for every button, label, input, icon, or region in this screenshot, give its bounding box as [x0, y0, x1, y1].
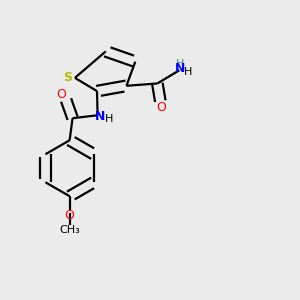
Text: CH₃: CH₃: [59, 225, 80, 236]
Text: O: O: [57, 88, 67, 101]
Text: H: H: [105, 114, 114, 124]
Text: O: O: [65, 209, 75, 222]
Text: O: O: [156, 100, 166, 113]
Text: N: N: [95, 110, 105, 123]
Text: H: H: [176, 59, 184, 69]
Text: N: N: [175, 62, 185, 75]
Text: H: H: [184, 67, 193, 77]
Text: S: S: [63, 71, 72, 84]
